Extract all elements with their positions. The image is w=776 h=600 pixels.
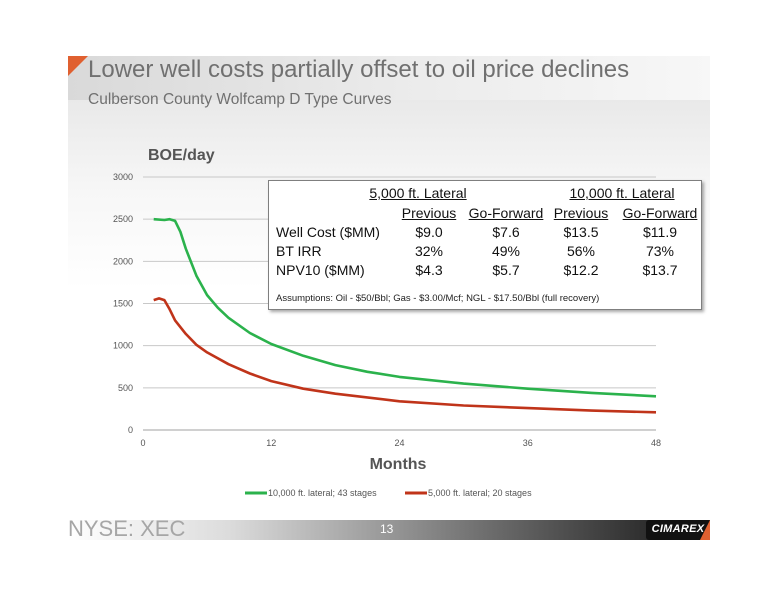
page-number: 13 xyxy=(380,522,394,536)
y-tick-label: 0 xyxy=(128,425,133,435)
chart-legend: 10,000 ft. lateral; 43 stages 5,000 ft. l… xyxy=(245,488,532,498)
y-tick-label: 500 xyxy=(118,383,133,393)
economics-table: 5,000 ft. Lateral 10,000 ft. Lateral Pre… xyxy=(268,180,702,310)
slide-background xyxy=(68,100,710,520)
footer-bar xyxy=(68,520,710,540)
table-cell: 32% xyxy=(414,243,444,259)
x-tick-label: 12 xyxy=(266,438,276,448)
table-cell: 73% xyxy=(645,243,675,259)
table-cell: $13.5 xyxy=(563,224,599,240)
y-tick-labels: 0 500 1000 1500 2000 2500 3000 xyxy=(113,172,133,435)
table-cell: $5.7 xyxy=(492,262,520,278)
y-axis-label: BOE/day xyxy=(148,147,215,164)
table-assumptions-note: Assumptions: Oil - $50/Bbl; Gas - $3.00/… xyxy=(276,293,600,304)
table-row-label: NPV10 ($MM) xyxy=(276,262,365,278)
x-axis-label: Months xyxy=(370,456,427,473)
y-tick-label: 1500 xyxy=(113,299,133,309)
table-cell: $4.3 xyxy=(415,262,443,278)
y-tick-label: 2500 xyxy=(113,214,133,224)
y-tick-label: 2000 xyxy=(113,256,133,266)
table-cell: $13.7 xyxy=(642,262,678,278)
x-tick-label: 48 xyxy=(651,438,661,448)
table-group-header-5000: 5,000 ft. Lateral xyxy=(369,185,467,201)
table-subheader: Go-Forward xyxy=(468,205,544,221)
x-tick-label: 24 xyxy=(394,438,404,448)
title-accent-triangle xyxy=(68,56,88,76)
table-cell: $12.2 xyxy=(563,262,599,278)
table-cell: $9.0 xyxy=(415,224,443,240)
legend-label-0: 10,000 ft. lateral; 43 stages xyxy=(268,488,377,498)
table-row-label: BT IRR xyxy=(276,243,322,259)
series-line-0 xyxy=(153,217,657,398)
footer-accent-triangle xyxy=(700,520,710,540)
y-tick-label: 1000 xyxy=(113,341,133,351)
table-subheader: Previous xyxy=(401,205,457,221)
table-subheader: Previous xyxy=(553,205,609,221)
table-cell: $7.6 xyxy=(492,224,520,240)
x-tick-label: 36 xyxy=(523,438,533,448)
slide-subtitle: Culberson County Wolfcamp D Type Curves xyxy=(88,91,392,108)
y-tick-label: 3000 xyxy=(113,172,133,182)
table-cell: 56% xyxy=(566,243,596,259)
series-line-1 xyxy=(153,297,657,414)
legend-label-1: 5,000 ft. lateral; 20 stages xyxy=(428,488,532,498)
cimarex-logo: CIMAREX xyxy=(646,520,710,540)
chart-series-lines xyxy=(153,217,657,414)
title-band xyxy=(68,56,710,100)
x-tick-labels: 0 12 24 36 48 xyxy=(140,438,661,448)
x-tick-label: 0 xyxy=(140,438,145,448)
slide-title: Lower well costs partially offset to oil… xyxy=(88,56,630,83)
table-cell: $11.9 xyxy=(643,224,677,240)
table-row-label: Well Cost ($MM) xyxy=(276,224,380,240)
ticker-symbol: NYSE: XEC xyxy=(68,516,186,541)
table-subheader: Go-Forward xyxy=(622,205,698,221)
table-cell: 49% xyxy=(491,243,521,259)
logo-text: CIMAREX xyxy=(651,523,705,535)
table-group-header-10000: 10,000 ft. Lateral xyxy=(569,185,675,201)
